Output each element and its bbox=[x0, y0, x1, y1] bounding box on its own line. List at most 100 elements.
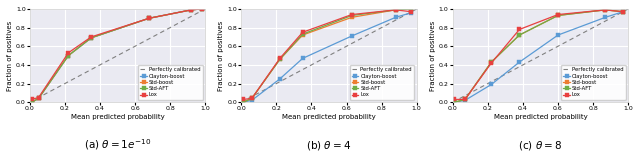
Text: (b) $\theta = 4$: (b) $\theta = 4$ bbox=[307, 139, 351, 152]
Std-boost bbox=[188, 9, 195, 11]
Clayton-boost bbox=[602, 16, 609, 18]
Line: Clayton-boost: Clayton-boost bbox=[452, 10, 625, 104]
Clayton-boost bbox=[87, 37, 95, 39]
Std-boost bbox=[35, 97, 42, 99]
Legend: Perfectly calibrated, Clayton-boost, Std-boost, Std-AFT, Lox: Perfectly calibrated, Clayton-boost, Std… bbox=[138, 65, 203, 100]
Clayton-boost bbox=[198, 8, 205, 10]
Clayton-boost bbox=[451, 101, 458, 103]
Line: Clayton-boost: Clayton-boost bbox=[30, 7, 204, 104]
Lox bbox=[392, 9, 399, 11]
Std-AFT bbox=[516, 34, 524, 36]
Std-AFT bbox=[248, 97, 255, 99]
Std-AFT bbox=[461, 98, 469, 100]
Line: Lox: Lox bbox=[452, 8, 625, 101]
Text: (c) $\theta = 8$: (c) $\theta = 8$ bbox=[518, 139, 563, 152]
Y-axis label: Fraction of positives: Fraction of positives bbox=[218, 20, 225, 91]
Text: (a) $\theta = 1e^{-10}$: (a) $\theta = 1e^{-10}$ bbox=[84, 137, 151, 152]
Std-AFT bbox=[188, 9, 195, 11]
Clayton-boost bbox=[239, 101, 247, 103]
Lox bbox=[461, 98, 469, 100]
Std-boost bbox=[198, 8, 205, 10]
X-axis label: Mean predicted probability: Mean predicted probability bbox=[282, 114, 376, 120]
Legend: Perfectly calibrated, Clayton-boost, Std-boost, Std-AFT, Lox: Perfectly calibrated, Clayton-boost, Std… bbox=[561, 65, 625, 100]
Lox bbox=[408, 11, 415, 13]
Line: Clayton-boost: Clayton-boost bbox=[241, 11, 413, 104]
Std-AFT bbox=[28, 101, 35, 103]
Lox bbox=[619, 11, 627, 13]
Clayton-boost bbox=[461, 99, 469, 101]
Lox bbox=[602, 9, 609, 11]
Std-boost bbox=[299, 34, 307, 36]
Std-boost bbox=[348, 16, 356, 18]
Lox bbox=[35, 97, 42, 98]
Lox bbox=[348, 14, 356, 16]
Line: Std-AFT: Std-AFT bbox=[241, 7, 413, 104]
Y-axis label: Fraction of positives: Fraction of positives bbox=[7, 20, 13, 91]
Std-AFT bbox=[239, 101, 247, 103]
Std-AFT bbox=[619, 11, 627, 13]
X-axis label: Mean predicted probability: Mean predicted probability bbox=[493, 114, 588, 120]
Std-AFT bbox=[276, 58, 284, 60]
Lox bbox=[516, 29, 524, 30]
Line: Lox: Lox bbox=[30, 7, 204, 101]
Clayton-boost bbox=[65, 55, 72, 57]
Clayton-boost bbox=[554, 34, 562, 36]
Clayton-boost bbox=[248, 99, 255, 101]
Clayton-boost bbox=[28, 101, 35, 103]
Clayton-boost bbox=[299, 58, 307, 59]
Lox bbox=[28, 98, 35, 100]
Line: Lox: Lox bbox=[241, 8, 413, 101]
Std-boost bbox=[488, 61, 495, 63]
Std-AFT bbox=[299, 33, 307, 35]
Std-AFT bbox=[488, 61, 495, 63]
Std-AFT bbox=[198, 8, 205, 10]
Lox bbox=[145, 17, 153, 19]
Std-AFT bbox=[87, 37, 95, 39]
Std-AFT bbox=[451, 101, 458, 103]
Lox bbox=[299, 31, 307, 33]
Std-boost bbox=[554, 15, 562, 16]
Line: Std-AFT: Std-AFT bbox=[30, 7, 204, 104]
Std-boost bbox=[65, 55, 72, 57]
Std-boost bbox=[87, 37, 95, 39]
Std-boost bbox=[451, 101, 458, 103]
Line: Std-AFT: Std-AFT bbox=[452, 8, 625, 104]
Lox bbox=[188, 9, 195, 11]
Clayton-boost bbox=[35, 97, 42, 99]
Std-boost bbox=[408, 8, 415, 10]
Std-boost bbox=[461, 98, 469, 100]
Lox bbox=[488, 62, 495, 64]
Std-AFT bbox=[554, 15, 562, 16]
Std-boost bbox=[392, 9, 399, 11]
Clayton-boost bbox=[348, 35, 356, 37]
Clayton-boost bbox=[516, 61, 524, 63]
Line: Std-boost: Std-boost bbox=[241, 7, 413, 104]
Clayton-boost bbox=[145, 17, 153, 19]
Lox bbox=[65, 52, 72, 54]
Std-boost bbox=[602, 9, 609, 11]
Clayton-boost bbox=[276, 78, 284, 80]
Lox bbox=[239, 98, 247, 100]
Std-AFT bbox=[65, 55, 72, 57]
Lox bbox=[451, 98, 458, 100]
Std-boost bbox=[276, 58, 284, 60]
Std-AFT bbox=[35, 97, 42, 99]
Std-AFT bbox=[392, 9, 399, 11]
Clayton-boost bbox=[488, 84, 495, 85]
Clayton-boost bbox=[408, 12, 415, 14]
Std-AFT bbox=[348, 15, 356, 16]
Std-boost bbox=[516, 34, 524, 36]
Lox bbox=[87, 36, 95, 38]
Std-boost bbox=[145, 17, 153, 19]
Line: Std-boost: Std-boost bbox=[452, 8, 625, 104]
Line: Std-boost: Std-boost bbox=[30, 7, 204, 104]
Std-boost bbox=[248, 97, 255, 99]
Clayton-boost bbox=[188, 9, 195, 11]
Lox bbox=[248, 97, 255, 99]
Clayton-boost bbox=[392, 16, 399, 18]
Y-axis label: Fraction of positives: Fraction of positives bbox=[430, 20, 436, 91]
Legend: Perfectly calibrated, Clayton-boost, Std-boost, Std-AFT, Lox: Perfectly calibrated, Clayton-boost, Std… bbox=[350, 65, 414, 100]
Std-AFT bbox=[408, 8, 415, 10]
Clayton-boost bbox=[619, 11, 627, 13]
X-axis label: Mean predicted probability: Mean predicted probability bbox=[70, 114, 164, 120]
